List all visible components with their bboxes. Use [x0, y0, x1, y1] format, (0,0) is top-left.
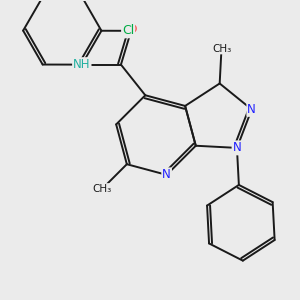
Text: O: O: [127, 22, 136, 36]
Text: N: N: [232, 141, 241, 154]
Text: N: N: [247, 103, 256, 116]
Text: CH₃: CH₃: [212, 44, 231, 53]
Text: N: N: [162, 168, 171, 182]
Text: NH: NH: [73, 58, 91, 71]
Text: CH₃: CH₃: [92, 184, 112, 194]
Text: Cl: Cl: [122, 24, 134, 37]
